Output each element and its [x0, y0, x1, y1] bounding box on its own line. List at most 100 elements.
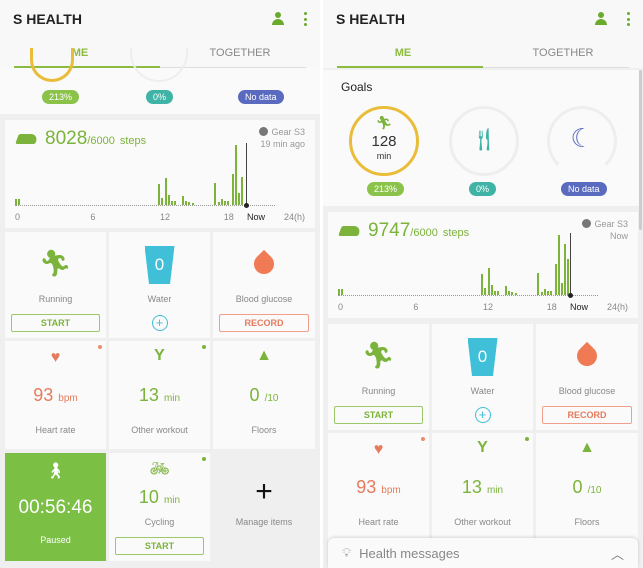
chevron-up-icon[interactable]: ︿	[610, 546, 624, 562]
more-options-icon[interactable]	[626, 12, 630, 26]
profile-icon[interactable]	[594, 12, 608, 26]
chart-bar	[341, 289, 344, 295]
chart-bar	[167, 194, 170, 205]
running-tile[interactable]: 🏃︎ Running START	[328, 324, 429, 430]
chart-ticks: 0 6 12 18 Now 24(h)	[15, 212, 305, 222]
cycling-icon: 🚲︎	[149, 461, 170, 478]
tab-me[interactable]: ME	[71, 47, 89, 59]
blood-drop-icon	[572, 341, 602, 371]
chart-bar	[214, 182, 217, 205]
add-water-button[interactable]: +	[474, 407, 491, 423]
walking-icon: 🚶︎	[45, 463, 66, 480]
workout-icon: Y	[154, 347, 165, 364]
chart-bar	[185, 201, 188, 205]
running-start-button[interactable]: START	[334, 406, 423, 424]
chart-bar	[191, 202, 194, 205]
water-tile[interactable]: 0 Water +	[109, 232, 210, 338]
chart-bar	[188, 202, 191, 205]
profile-icon[interactable]	[271, 12, 285, 26]
chart-bars	[338, 231, 598, 295]
heart-icon: ♥	[373, 441, 384, 458]
chart-bar	[234, 145, 237, 205]
goals-card[interactable]: Goals 🏃︎ 128 min 🍴︎ ☾ 213% 0% No data	[323, 70, 639, 206]
tab-bar: ME TOGETHER	[323, 38, 643, 68]
tab-me[interactable]: ME	[394, 47, 412, 59]
steps-count: 9747	[368, 220, 411, 241]
chart-bar	[15, 199, 17, 205]
food-goal-ring[interactable]: 🍴︎	[449, 106, 519, 176]
chart-bar	[537, 272, 540, 295]
steps-count: 8028	[45, 128, 88, 149]
chart-bar	[18, 199, 21, 205]
chart-bar	[231, 173, 234, 205]
steps-card[interactable]: 9747 /6000 steps Gear S3 Now 0 6 12 18 N…	[328, 212, 638, 318]
tab-together[interactable]: TOGETHER	[209, 47, 271, 59]
chart-bar	[238, 193, 241, 205]
chart-bar	[547, 290, 550, 295]
chart-bar	[511, 292, 514, 295]
chart-bar	[227, 201, 230, 205]
cycling-start-button[interactable]: START	[115, 537, 204, 555]
chart-bar	[508, 291, 511, 295]
more-options-icon[interactable]	[303, 12, 307, 26]
sleep-goal-badge: No data	[238, 90, 284, 104]
chart-bar	[217, 202, 220, 205]
water-cup-icon: 0	[467, 338, 498, 376]
walking-tile[interactable]: 🚶︎ 00:56:46 Paused	[5, 453, 106, 561]
device-name: Gear S3	[594, 219, 628, 229]
sleep-goal-ring[interactable]: ☾	[547, 106, 617, 176]
add-icon: +	[255, 475, 273, 508]
heart-rate-tile[interactable]: ♥ 93 bpm Heart rate	[328, 433, 429, 541]
food-goal-badge: 0%	[146, 90, 174, 104]
heart-icon: ♥	[50, 349, 61, 366]
chart-bar	[494, 290, 496, 295]
steps-chart: 0 6 12 18 Now 24(h)	[15, 142, 305, 222]
sync-time: Now	[609, 231, 628, 241]
right-screen: S HEALTH ME TOGETHER Goals 🏃︎ 128 min 🍴︎…	[323, 0, 643, 568]
chart-bar	[504, 286, 507, 295]
chart-bar	[161, 197, 164, 205]
chart-bars	[15, 141, 275, 205]
glucose-record-button[interactable]: RECORD	[542, 406, 632, 424]
blood-glucose-tile[interactable]: Blood glucose RECORD	[213, 232, 315, 338]
lightbulb-icon: 💡︎	[342, 545, 352, 560]
cycling-tile[interactable]: 🚲︎ 10 min Cycling START	[109, 453, 210, 561]
chart-bar	[561, 283, 564, 295]
running-icon: 🏃︎	[38, 248, 72, 278]
health-messages-panel[interactable]: 💡︎ Health messages ︿	[328, 538, 638, 568]
steps-card[interactable]: 8028 /6000 steps Gear S3 19 min ago 0 6 …	[5, 120, 315, 228]
goals-title: Goals	[341, 80, 373, 94]
chart-bar	[557, 235, 560, 295]
manage-items-tile[interactable]: + Manage items	[213, 453, 315, 561]
workout-icon: Y	[477, 439, 488, 456]
running-start-button[interactable]: START	[11, 314, 100, 332]
chart-bar	[490, 284, 493, 295]
activity-goal-ring	[30, 48, 74, 82]
other-workout-tile[interactable]: Y 13 min Other workout	[109, 341, 210, 449]
goals-card[interactable]: 213% 0% No data	[0, 48, 320, 114]
sleep-goal-badge: No data	[561, 182, 607, 196]
chart-bar	[497, 290, 500, 295]
left-screen: S HEALTH ME TOGETHER 213% 0% No data 802…	[0, 0, 320, 568]
running-tile[interactable]: 🏃︎ Running START	[5, 232, 106, 338]
floors-tile[interactable]: ▲ 0 /10 Floors	[213, 341, 315, 449]
blood-glucose-tile[interactable]: Blood glucose RECORD	[536, 324, 638, 430]
other-workout-tile[interactable]: Y 13 min Other workout	[432, 433, 533, 541]
activity-goal-ring[interactable]: 🏃︎ 128 min	[349, 106, 419, 176]
heart-rate-tile[interactable]: ♥ 93 bpm Heart rate	[5, 341, 106, 449]
activity-minutes: 128	[371, 133, 397, 150]
scrollbar[interactable]	[639, 70, 642, 230]
floors-icon: ▲	[256, 347, 272, 364]
app-title: S HEALTH	[13, 11, 82, 27]
add-water-button[interactable]: +	[151, 315, 168, 331]
water-tile[interactable]: 0 Water +	[432, 324, 533, 430]
chart-bar	[338, 289, 340, 295]
sync-time: 19 min ago	[260, 139, 305, 149]
gear-device-icon	[582, 219, 592, 228]
floors-tile[interactable]: ▲ 0 /10 Floors	[536, 433, 638, 541]
tab-together[interactable]: TOGETHER	[532, 47, 594, 59]
chart-bar	[481, 274, 483, 295]
glucose-record-button[interactable]: RECORD	[219, 314, 309, 332]
walking-timer: 00:56:46	[18, 497, 93, 518]
chart-bar	[171, 200, 173, 205]
